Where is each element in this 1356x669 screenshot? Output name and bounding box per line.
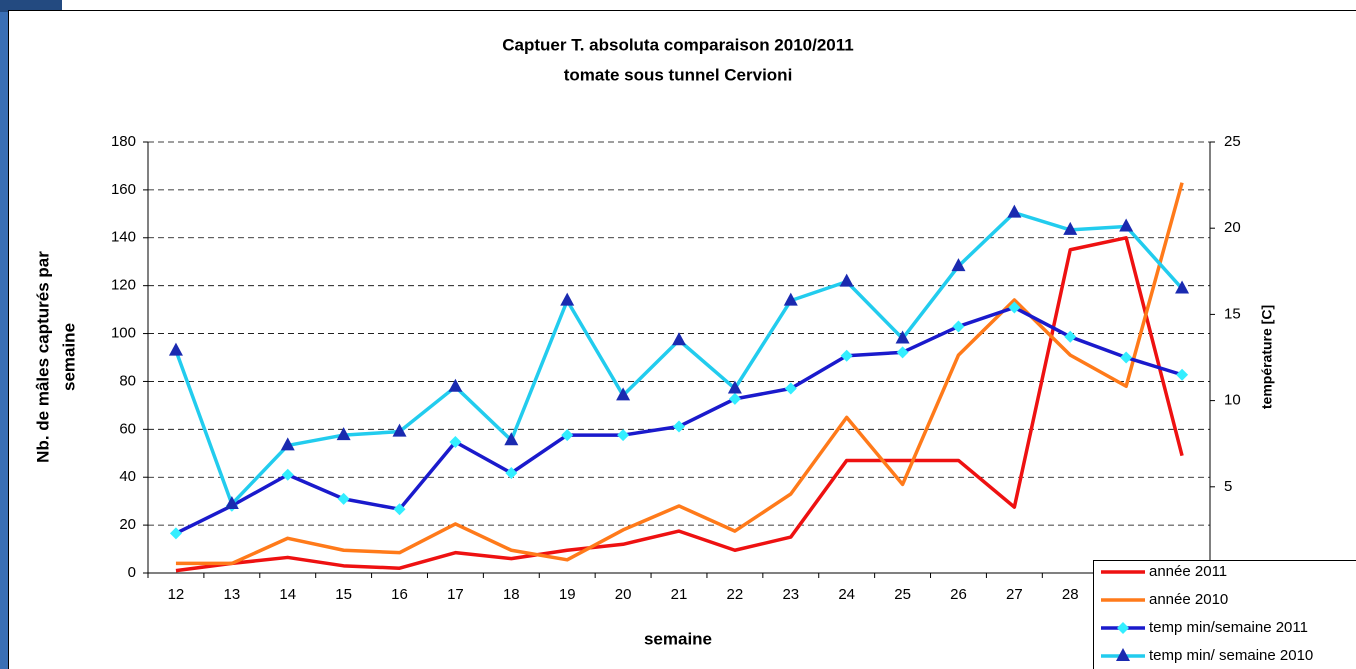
x-tick-label: 19: [559, 586, 576, 603]
triangle-marker: [839, 273, 854, 287]
y-axis-label: semaine: [59, 323, 78, 391]
triangle-marker: [168, 342, 183, 356]
diamond-marker: [896, 346, 909, 359]
y-tick-label: 180: [111, 133, 136, 150]
y-tick-label: 160: [111, 181, 136, 198]
triangle-marker: [448, 378, 463, 392]
x-tick-label: 26: [950, 586, 967, 603]
diamond-marker: [561, 429, 574, 442]
diamond-marker: [1117, 622, 1129, 634]
diamond-marker: [1120, 351, 1133, 364]
triangle-marker: [727, 380, 742, 394]
diamond-marker: [728, 392, 741, 405]
x-tick-label: 16: [391, 586, 408, 603]
chart-subtitle: tomate sous tunnel Cervioni: [564, 65, 793, 84]
diamond-marker: [337, 492, 350, 505]
x-tick-label: 28: [1062, 586, 1079, 603]
triangle-marker: [1119, 218, 1134, 232]
diamond-marker: [393, 503, 406, 516]
diamond-marker: [449, 435, 462, 448]
diamond-marker: [1176, 368, 1189, 381]
y-tick-label: 100: [111, 325, 136, 342]
y-tick-label: 0: [128, 564, 136, 581]
diamond-marker: [169, 527, 182, 540]
diamond-marker: [952, 320, 965, 333]
triangle-marker: [280, 437, 295, 451]
x-tick-label: 21: [671, 586, 688, 603]
series-line: [175, 182, 1184, 566]
triangle-marker: [895, 330, 910, 344]
triangle-marker: [392, 423, 407, 437]
y2-tick-label: 5: [1224, 478, 1232, 495]
x-tick-label: 18: [503, 586, 520, 603]
triangle-marker: [560, 292, 575, 306]
x-tick-label: 14: [279, 586, 296, 603]
x-tick-label: 23: [782, 586, 799, 603]
triangle-marker: [672, 332, 686, 346]
y2-tick-label: 10: [1224, 392, 1241, 409]
triangle-marker: [1116, 648, 1130, 661]
y2-axis-label: température [C]: [1259, 305, 1275, 409]
x-axis-label: semaine: [644, 629, 712, 648]
triangle-marker: [1175, 280, 1190, 294]
triangle-marker: [224, 496, 239, 510]
x-tick-label: 24: [838, 586, 855, 603]
diamond-marker: [840, 349, 853, 362]
triangle-marker: [783, 292, 798, 306]
y-tick-label: 80: [119, 372, 136, 389]
x-tick-label: 17: [447, 586, 464, 603]
x-tick-label: 12: [168, 586, 185, 603]
y-tick-label: 20: [119, 516, 136, 533]
triangle-marker: [616, 387, 631, 401]
legend-label: année 2011: [1149, 563, 1227, 580]
y2-tick-label: 25: [1224, 133, 1241, 150]
x-tick-label: 20: [615, 586, 632, 603]
y-tick-label: 60: [119, 420, 136, 437]
legend-label: année 2010: [1149, 591, 1228, 608]
x-tick-label: 27: [1006, 586, 1023, 603]
x-tick-label: 13: [223, 586, 240, 603]
diamond-marker: [1008, 301, 1021, 314]
diamond-marker: [281, 468, 294, 481]
diamond-marker: [617, 429, 630, 442]
y2-tick-label: 15: [1224, 305, 1241, 322]
triangle-marker: [1063, 221, 1078, 235]
x-tick-label: 22: [727, 586, 744, 603]
y-tick-label: 140: [111, 229, 136, 246]
y-axis-label: Nb. de mâles capturés par: [33, 251, 52, 463]
series-line: [175, 236, 1184, 573]
triangle-marker: [951, 258, 966, 272]
legend-label: temp min/semaine 2011: [1149, 619, 1308, 636]
triangle-marker: [504, 432, 519, 446]
corner: [0, 0, 62, 12]
diamond-marker: [1064, 330, 1077, 343]
diamond-marker: [784, 382, 797, 395]
x-tick-label: 25: [894, 586, 911, 603]
y-tick-label: 120: [111, 277, 136, 294]
legend-label: temp min/ semaine 2010: [1149, 647, 1313, 664]
triangle-marker: [336, 427, 351, 441]
legend-box: [1093, 560, 1356, 669]
chart-title: Captuer T. absoluta comparaison 2010/201…: [502, 35, 853, 54]
diamond-marker: [673, 420, 685, 433]
side-strip: [0, 0, 8, 669]
triangle-marker: [1007, 204, 1022, 218]
y-tick-label: 40: [119, 468, 136, 485]
x-tick-label: 15: [335, 586, 352, 603]
y2-tick-label: 20: [1224, 219, 1241, 236]
diamond-marker: [505, 467, 518, 480]
